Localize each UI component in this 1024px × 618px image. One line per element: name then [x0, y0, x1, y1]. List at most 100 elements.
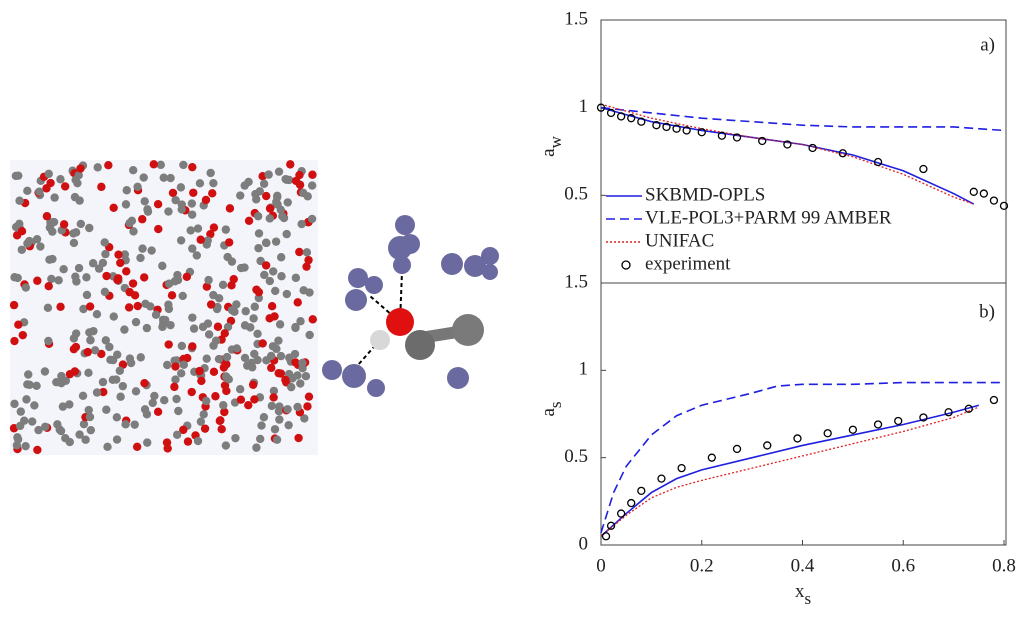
panel-label: a): [980, 34, 995, 55]
atom: [255, 187, 265, 196]
atom: [56, 175, 65, 184]
series-line: [600, 106, 1005, 132]
y-tick-label: 1: [579, 96, 589, 117]
atom: [163, 360, 172, 370]
atom: [41, 422, 50, 431]
atom: [291, 358, 300, 367]
data-point: [989, 196, 999, 205]
atom: [307, 214, 317, 224]
atom: [113, 275, 122, 285]
atom: [198, 322, 208, 332]
label-main: x: [795, 581, 805, 602]
atom: [85, 302, 95, 311]
atom: [75, 430, 84, 439]
atom: [287, 382, 296, 392]
atom: [69, 238, 79, 248]
atom: [86, 425, 96, 435]
atom: [69, 229, 78, 238]
atom: [209, 178, 218, 188]
atom: [281, 375, 290, 385]
series-line: [600, 381, 1004, 534]
atom: [103, 442, 112, 452]
atom: [138, 244, 147, 253]
atom: [128, 165, 138, 175]
atom: [258, 339, 267, 348]
data-point: [617, 509, 626, 518]
atom: [250, 302, 260, 311]
atom: [160, 395, 169, 405]
atom: [189, 188, 198, 197]
atom: [232, 344, 242, 353]
atom: [195, 366, 204, 376]
atom: [202, 282, 212, 291]
x-tick-label: 0.6: [891, 555, 915, 576]
atom: [14, 171, 23, 180]
atom: [254, 243, 263, 253]
label-sub: s: [546, 401, 565, 408]
atom: [130, 420, 139, 429]
atom: [273, 200, 282, 209]
atom: [296, 379, 305, 388]
atom: [206, 168, 215, 178]
atom: [101, 336, 111, 345]
atom: [257, 421, 266, 430]
data-point: [606, 521, 616, 530]
atom: [168, 188, 178, 198]
atom: [221, 225, 231, 234]
atom: [197, 376, 206, 386]
atom: [56, 426, 66, 436]
atom: [201, 195, 211, 205]
atom: [259, 179, 269, 189]
atom: [102, 405, 111, 414]
atom: [236, 395, 246, 404]
atom: [92, 388, 102, 397]
atom: [44, 169, 53, 179]
atom: [120, 325, 129, 334]
atom: [44, 336, 53, 346]
atom: [42, 212, 52, 221]
atom: [17, 245, 27, 254]
atom: [33, 276, 42, 285]
atom: [301, 372, 311, 381]
atom: [177, 341, 187, 351]
atom: [221, 372, 231, 381]
data-point: [717, 131, 727, 140]
atom: [254, 229, 264, 238]
atom: [229, 274, 238, 284]
data-point: [758, 136, 767, 146]
atom: [149, 160, 158, 169]
atom: [187, 210, 197, 219]
atom: [270, 425, 280, 434]
atom: [267, 302, 277, 311]
atom: [176, 236, 186, 245]
atom: [288, 374, 297, 383]
atom: [44, 282, 53, 291]
atom: [193, 224, 203, 233]
atom: [170, 277, 180, 286]
atom: [158, 315, 168, 324]
atom: [277, 272, 286, 281]
x-tick-label: 0.4: [791, 555, 815, 576]
atom: [261, 261, 271, 270]
atom: [131, 317, 141, 327]
atom: [222, 386, 231, 396]
atom: [305, 330, 314, 340]
atom: [178, 291, 187, 301]
x-tick-label: 0.8: [992, 555, 1016, 576]
atom: [136, 253, 145, 263]
atom: [222, 352, 232, 362]
atom: [271, 237, 281, 246]
atom: [57, 378, 66, 388]
atom: [90, 346, 100, 355]
atom: [105, 342, 114, 352]
atom: [244, 177, 253, 187]
atom: [153, 407, 163, 416]
atom: [278, 212, 287, 221]
atom: [284, 420, 293, 430]
atom: [209, 223, 219, 232]
data-point: [848, 425, 858, 434]
atom: [100, 238, 109, 247]
atom: [56, 302, 65, 312]
atom: [102, 271, 111, 281]
data-point: [732, 444, 742, 454]
